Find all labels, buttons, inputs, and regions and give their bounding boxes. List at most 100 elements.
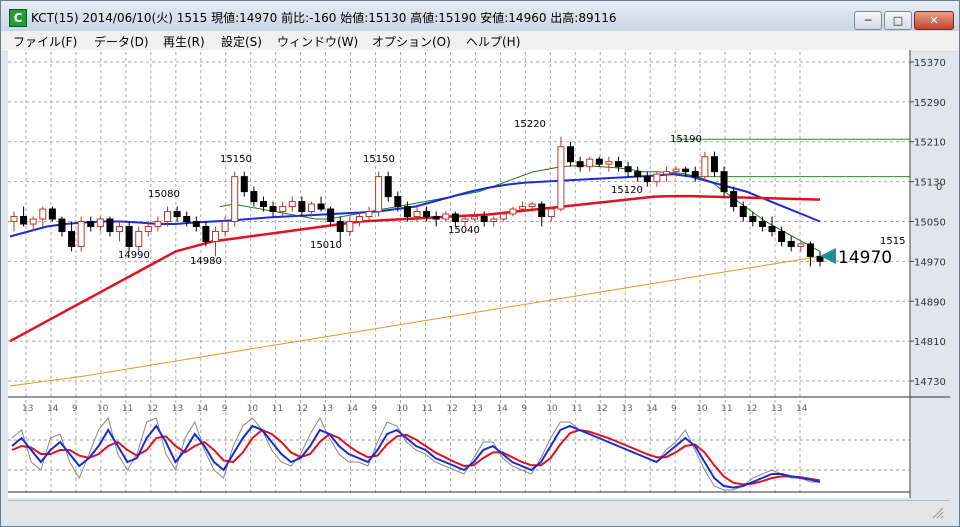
x-tick-label: 11 (721, 404, 732, 414)
menu-settings[interactable]: 設定(S) (221, 35, 262, 49)
y-tick-label: 14730 (914, 377, 946, 388)
y-tick-label: 14890 (914, 297, 946, 308)
title-bar[interactable]: C KCT(15) 2014/06/10(火) 1515 現値:14970 前比… (1, 1, 959, 31)
candle-body (403, 206, 411, 218)
candle-body (662, 171, 670, 175)
candle-body (20, 216, 28, 225)
x-tick-label: 14 (496, 404, 508, 414)
price-annotation: 15120 (611, 185, 643, 196)
x-tick-label: 9 (222, 404, 228, 414)
x-tick-label: 13 (621, 404, 632, 414)
candle-body (96, 218, 104, 227)
y-tick-label: 15130 (914, 178, 946, 189)
candle-body (202, 225, 210, 242)
ma-line-xlong (9, 255, 821, 387)
candle-body (39, 208, 47, 220)
current-price-label: 14970 (838, 248, 892, 268)
price-annotation: 15150 (220, 154, 252, 165)
candle-body (355, 216, 363, 223)
candle-body (576, 161, 584, 168)
y-tick-label: 14970 (914, 257, 946, 268)
x-tick-label: 9 (671, 404, 677, 414)
candle-body (691, 171, 699, 178)
x-tick-label: 11 (272, 404, 283, 414)
price-annotation: 14980 (190, 256, 222, 267)
price-annotation: 15040 (448, 225, 480, 236)
candle-body (432, 216, 440, 220)
candle-body (720, 171, 728, 193)
candle-body (557, 146, 565, 210)
x-tick-label: 13 (322, 404, 333, 414)
candle-body (634, 171, 642, 178)
candle-body (730, 191, 738, 208)
maximize-button[interactable]: □ (884, 11, 912, 30)
y-tick-label: 15370 (914, 58, 946, 69)
x-tick-label: 12 (147, 404, 158, 414)
candle-body (538, 203, 546, 218)
candle-body (643, 176, 651, 183)
window-title: KCT(15) 2014/06/10(火) 1515 現値:14970 前比:-… (31, 11, 617, 25)
candle-body (116, 225, 124, 232)
axis-extra-label: 0 (936, 182, 942, 193)
candle-body (346, 221, 354, 232)
candle-body (806, 243, 814, 257)
candle-body (451, 213, 459, 223)
candle-body (192, 221, 200, 227)
menu-replay[interactable]: 再生(R) (163, 35, 205, 49)
candle-body (624, 166, 632, 173)
candle-body (509, 208, 517, 215)
candlesticks (10, 136, 824, 267)
x-tick-label: 12 (746, 404, 757, 414)
candle-body (595, 158, 603, 165)
menu-help[interactable]: ヘルプ(H) (466, 35, 521, 49)
menu-file[interactable]: ファイル(F) (13, 35, 78, 49)
horizontal-scrollbar[interactable] (8, 500, 950, 519)
minimize-button[interactable]: ─ (854, 11, 882, 30)
menu-window[interactable]: ウィンドウ(W) (277, 35, 359, 49)
x-tick-label: 14 (347, 404, 359, 414)
oscillator-panel (8, 416, 910, 493)
candle-body (442, 213, 450, 220)
close-button[interactable]: ✕ (914, 11, 954, 30)
price-annotation: 15220 (514, 119, 546, 130)
menu-options[interactable]: オプション(O) (372, 35, 451, 49)
osc-raw-line (11, 416, 820, 491)
x-tick-label: 14 (646, 404, 658, 414)
candle-body (183, 216, 191, 223)
candle-body (547, 208, 555, 218)
x-tick-label: 12 (297, 404, 308, 414)
x-tick-label: 10 (696, 404, 708, 414)
x-tick-label: 13 (22, 404, 33, 414)
candle-body (816, 255, 824, 262)
candle-body (672, 168, 680, 173)
y-tick-label: 15290 (914, 98, 946, 109)
x-tick-label: 14 (197, 404, 209, 414)
candle-body (240, 176, 248, 193)
price-annotation: 15010 (310, 240, 342, 251)
price-annotation: 15150 (363, 154, 395, 165)
resize-grip-icon[interactable] (930, 505, 944, 519)
candle-body (125, 225, 133, 247)
candle-body (221, 221, 229, 232)
osc-d-line (11, 428, 821, 486)
x-tick-label: 14 (47, 404, 59, 414)
candle-body (701, 156, 709, 178)
x-tick-label: 9 (72, 404, 78, 414)
x-tick-label: 13 (172, 404, 183, 414)
x-tick-label: 11 (421, 404, 432, 414)
y-tick-label: 15210 (914, 138, 946, 149)
candle-body (768, 225, 776, 232)
candle-body (68, 230, 76, 247)
menu-data[interactable]: データ(D) (94, 35, 149, 49)
x-tick-label: 10 (247, 404, 259, 414)
candle-body (471, 216, 479, 220)
candle-body (269, 206, 277, 213)
moving-averages (9, 165, 821, 387)
chart-app-icon: C (9, 9, 27, 27)
x-axis-labels: 13 14 9 10 11 12 13 14 9 10 11 12 13 14 9 10 11 12 13 14 9 10… (22, 404, 808, 414)
candle-body (749, 216, 757, 223)
x-tick-label: 10 (97, 404, 109, 414)
candle-body (298, 201, 306, 213)
candle-body (164, 211, 172, 223)
